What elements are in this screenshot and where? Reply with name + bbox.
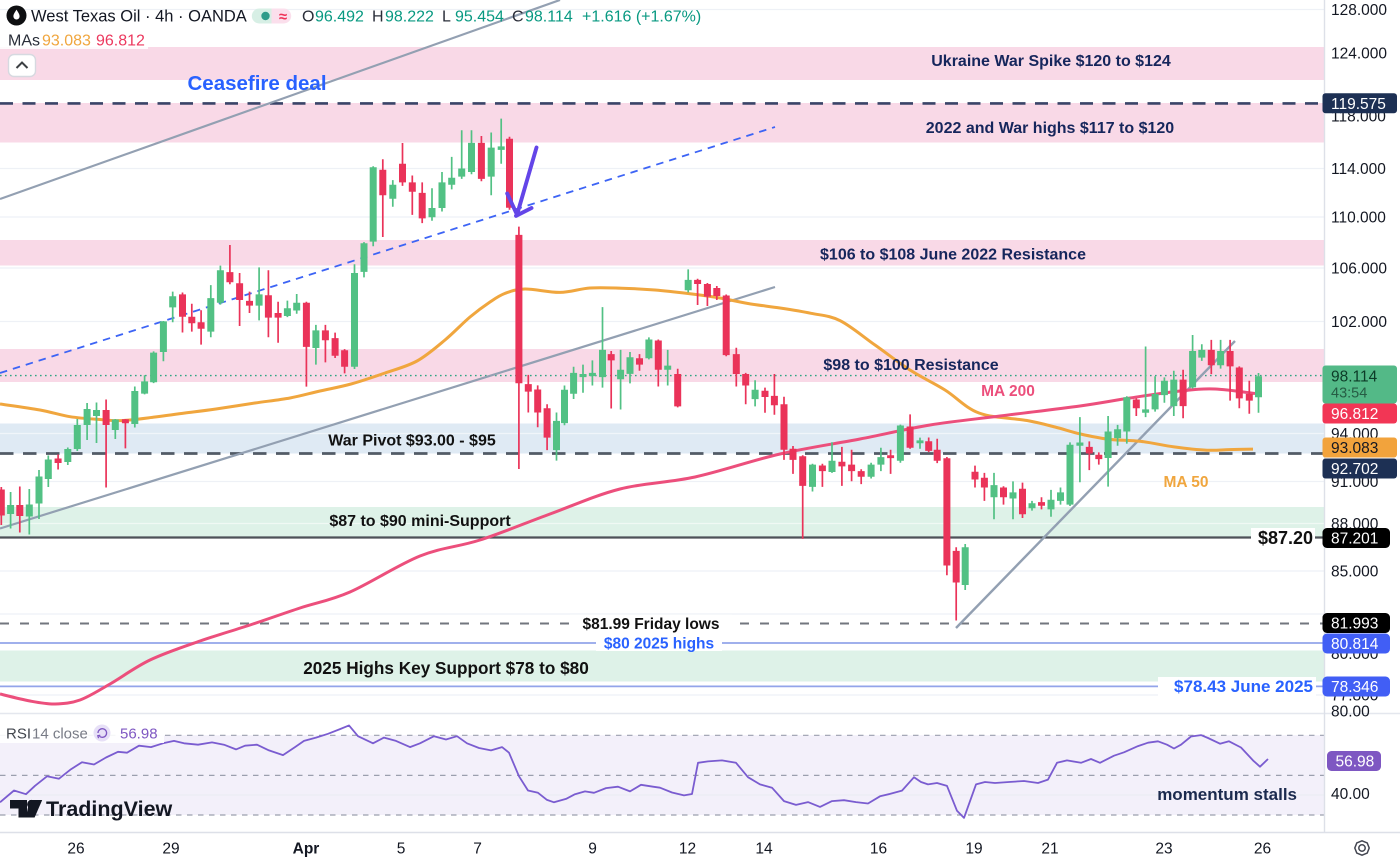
svg-text:14: 14: [755, 841, 773, 858]
svg-text:29: 29: [162, 841, 179, 858]
svg-text:85.000: 85.000: [1331, 564, 1379, 581]
svg-text:96.492: 96.492: [315, 9, 364, 26]
svg-text:56.98: 56.98: [1336, 754, 1375, 771]
svg-text:40.00: 40.00: [1331, 786, 1370, 803]
svg-text:$98 to $100 Resistance: $98 to $100 Resistance: [823, 357, 998, 374]
svg-text:14 close: 14 close: [32, 726, 88, 743]
svg-text:95.454: 95.454: [455, 9, 504, 26]
svg-text:114.000: 114.000: [1331, 161, 1386, 178]
svg-text:$87 to $90 mini-Support: $87 to $90 mini-Support: [329, 513, 511, 530]
svg-text:119.575: 119.575: [1331, 96, 1386, 113]
svg-text:80.00: 80.00: [1331, 704, 1370, 721]
svg-text:7: 7: [473, 841, 482, 858]
svg-text:96.812: 96.812: [1331, 406, 1378, 423]
svg-text:23: 23: [1155, 841, 1172, 858]
svg-text:26: 26: [67, 841, 84, 858]
svg-text:124.000: 124.000: [1331, 46, 1387, 63]
svg-text:98.114: 98.114: [525, 9, 573, 26]
svg-text:$80 2025 highs: $80 2025 highs: [604, 636, 714, 653]
svg-text:110.000: 110.000: [1331, 210, 1386, 227]
svg-text:momentum stalls: momentum stalls: [1157, 785, 1297, 804]
svg-text:12: 12: [679, 841, 696, 858]
svg-text:87.201: 87.201: [1331, 531, 1378, 548]
svg-text:2022 and War highs $117 to $12: 2022 and War highs $117 to $120: [926, 120, 1175, 137]
svg-text:93.083: 93.083: [42, 33, 91, 50]
svg-text:80.814: 80.814: [1331, 636, 1379, 653]
svg-text:$81.99 Friday lows: $81.99 Friday lows: [583, 616, 720, 633]
svg-text:Ukraine War Spike $120 to $124: Ukraine War Spike $120 to $124: [931, 53, 1171, 70]
svg-text:C: C: [512, 9, 524, 26]
svg-text:MA 200: MA 200: [981, 383, 1035, 400]
svg-text:Ceasefire deal: Ceasefire deal: [187, 72, 326, 95]
svg-text:81.993: 81.993: [1331, 616, 1378, 633]
svg-text:21: 21: [1041, 841, 1058, 858]
svg-text:$87.20: $87.20: [1258, 528, 1313, 548]
svg-text:93.083: 93.083: [1331, 440, 1378, 457]
svg-text:19: 19: [965, 841, 982, 858]
svg-text:TradingView: TradingView: [46, 797, 173, 821]
svg-text:92.702: 92.702: [1331, 461, 1378, 478]
svg-text:$78.43 June 2025: $78.43 June 2025: [1174, 677, 1313, 696]
svg-text:≈: ≈: [279, 9, 287, 26]
svg-text:98.222: 98.222: [385, 9, 434, 26]
svg-text:9: 9: [588, 841, 597, 858]
svg-text:West Texas Oil · 4h · OANDA: West Texas Oil · 4h · OANDA: [31, 8, 247, 26]
svg-text:O: O: [302, 9, 314, 26]
svg-text:96.812: 96.812: [96, 33, 145, 50]
svg-text:128.000: 128.000: [1331, 2, 1387, 19]
svg-text:MA 50: MA 50: [1163, 474, 1208, 491]
svg-text:102.000: 102.000: [1331, 314, 1387, 331]
svg-text:16: 16: [870, 841, 887, 858]
svg-text:43:54: 43:54: [1331, 386, 1367, 402]
svg-text:MAs: MAs: [8, 33, 40, 50]
svg-text:106.000: 106.000: [1331, 261, 1387, 278]
svg-text:+1.616 (+1.67%): +1.616 (+1.67%): [582, 9, 701, 26]
svg-text:26: 26: [1254, 841, 1271, 858]
svg-text:L: L: [442, 9, 451, 26]
svg-text:5: 5: [397, 841, 406, 858]
svg-text:RSI: RSI: [6, 726, 31, 743]
svg-text:56.98: 56.98: [120, 726, 158, 743]
svg-text:H: H: [372, 9, 384, 26]
svg-text:98.114: 98.114: [1331, 369, 1378, 386]
svg-text:Apr: Apr: [293, 841, 320, 858]
svg-text:78.346: 78.346: [1331, 679, 1378, 696]
svg-text:$106 to $108 June 2022 Resista: $106 to $108 June 2022 Resistance: [820, 247, 1086, 264]
svg-text:War Pivot $93.00 - $95: War Pivot $93.00 - $95: [328, 433, 496, 450]
svg-text:2025 Highs Key Support $78 to: 2025 Highs Key Support $78 to $80: [303, 658, 589, 678]
